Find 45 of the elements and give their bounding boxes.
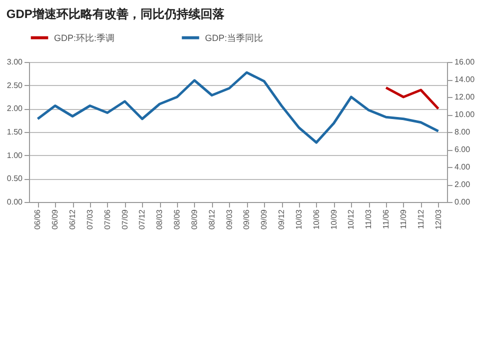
y-tick-label: 0.50: [6, 174, 24, 184]
x-tick-label: 06/09: [50, 208, 60, 230]
y-tick-label: 1.00: [6, 150, 24, 160]
x-tick-label: 10/09: [329, 208, 338, 230]
x-tick-label: 12/03: [434, 208, 443, 230]
line-series: [384, 86, 440, 110]
x-tick-label: 07/09: [120, 208, 130, 230]
x-tick-label: 08/09: [190, 208, 199, 230]
x-tick-label: 08/03: [155, 208, 164, 230]
y2-tick-label: 8.00: [454, 128, 471, 136]
x-tick-label: 11/06: [382, 208, 391, 229]
x-tick-label: 10/06: [312, 208, 321, 230]
y2-tick-label: 6.00: [454, 145, 471, 154]
x-tick-label: 06/12: [68, 208, 78, 230]
x-tick-label: 08/06: [172, 208, 182, 230]
x-tick-label: 10/03: [294, 208, 304, 230]
legend-label: GDP:当季同比: [205, 32, 264, 43]
x-tick-label: 09/09: [260, 208, 269, 230]
y-tick-label: 2.00: [6, 104, 24, 114]
x-tick-label: 10/12: [346, 208, 356, 230]
x-tick-label: 11/03: [364, 208, 374, 229]
y-tick-label: 3.00: [6, 58, 24, 66]
x-tick-label: 08/12: [207, 208, 216, 230]
chart-title: GDP增速环比略有改善，同比仍持续回落: [6, 7, 226, 21]
y2-tick-label: 4.00: [454, 162, 471, 172]
x-tick-label: 07/06: [102, 208, 112, 230]
x-tick-label: 09/03: [224, 208, 234, 230]
x-tick-label: 07/03: [85, 208, 94, 230]
y2-tick-label: 2.00: [454, 180, 471, 189]
x-tick-label: 09/06: [242, 208, 252, 230]
x-tick-label: 06/06: [33, 208, 42, 230]
x-tick-label: 09/12: [277, 208, 286, 230]
legend-label: GDP:环比:季调: [54, 32, 115, 43]
y2-tick-label: 0.00: [454, 198, 471, 206]
y-tick-label: 2.50: [6, 80, 24, 90]
y2-tick-label: 16.00: [454, 58, 476, 66]
y-tick-label: 0.00: [6, 198, 24, 206]
x-tick-label: 11/09: [398, 208, 408, 229]
y-tick-label: 1.50: [6, 128, 24, 136]
y2-tick-label: 10.00: [454, 110, 476, 119]
x-tick-label: 07/12: [138, 208, 147, 230]
x-tick-label: 11/12: [416, 208, 426, 229]
y2-tick-label: 14.00: [454, 75, 476, 84]
y2-tick-label: 12.00: [454, 92, 476, 102]
line-series: [36, 71, 440, 144]
